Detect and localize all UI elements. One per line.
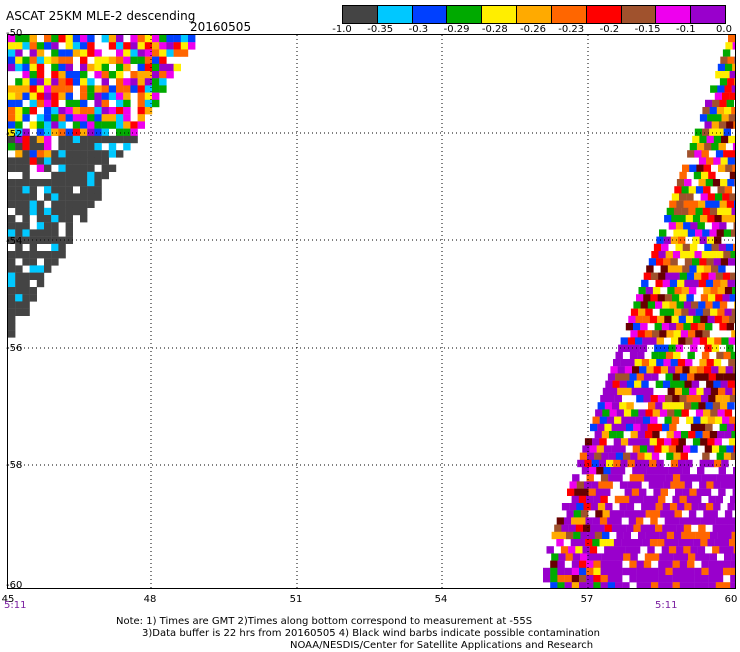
lon-label: 60 <box>724 594 738 605</box>
lat-label: -54 <box>6 236 23 247</box>
color-legend <box>342 5 726 24</box>
lat-label: -60 <box>6 580 23 591</box>
lat-label: -56 <box>6 343 23 354</box>
legend-swatch <box>343 6 378 23</box>
map-date: 20160505 <box>190 20 252 34</box>
time-label-left: 5:11 <box>4 600 27 611</box>
legend-swatch <box>412 6 448 23</box>
legend-swatch <box>377 6 413 23</box>
legend-label: -1.0 <box>332 24 352 35</box>
legend-labels: -1.0 -0.35 -0.3 -0.29 -0.28 -0.26 -0.23 -0.2 -0.… <box>320 24 740 38</box>
footer-notes: Note: 1) Times are GMT 2)Times along bot… <box>116 616 600 652</box>
lon-label: 57 <box>580 594 594 605</box>
note-line-1: Note: 1) Times are GMT 2)Times along bot… <box>116 616 533 627</box>
legend-swatch <box>517 6 552 23</box>
lon-label: 54 <box>434 594 448 605</box>
data-swaths <box>8 35 735 588</box>
time-label-right: 5:11 <box>655 600 678 611</box>
legend-label: -0.15 <box>634 24 661 35</box>
legend-label: -0.29 <box>443 24 470 35</box>
legend-swatch <box>691 6 725 23</box>
legend-label: -0.26 <box>520 24 546 35</box>
legend-label: -0.3 <box>408 24 429 35</box>
legend-swatch <box>447 6 483 23</box>
lon-label: 51 <box>289 594 303 605</box>
legend-label: -0.1 <box>676 24 696 35</box>
lat-label: -52 <box>6 129 23 140</box>
lat-label: -50 <box>6 28 23 39</box>
legend-swatch <box>621 6 657 23</box>
graticule <box>8 35 735 588</box>
legend-swatch <box>586 6 622 23</box>
legend-label: -0.35 <box>367 24 394 35</box>
lon-label: 45 <box>1 594 15 605</box>
legend-label: -0.23 <box>558 24 585 35</box>
legend-swatch <box>551 6 587 23</box>
map-title: ASCAT 25KM MLE-2 descending <box>6 9 196 23</box>
legend-swatch <box>482 6 518 23</box>
note-line-3: NOAA/NESDIS/Center for Satellite Applica… <box>290 640 594 651</box>
legend-label: 0.0 <box>716 24 732 35</box>
lat-label: -58 <box>6 460 23 471</box>
lon-label: 48 <box>143 594 157 605</box>
legend-label: -0.2 <box>599 24 620 35</box>
legend-swatch <box>656 6 692 23</box>
legend-label: -0.28 <box>481 24 508 35</box>
note-line-2: 3)Data buffer is 22 hrs from 20160505 4)… <box>142 628 600 639</box>
map-plot-area <box>7 34 736 589</box>
